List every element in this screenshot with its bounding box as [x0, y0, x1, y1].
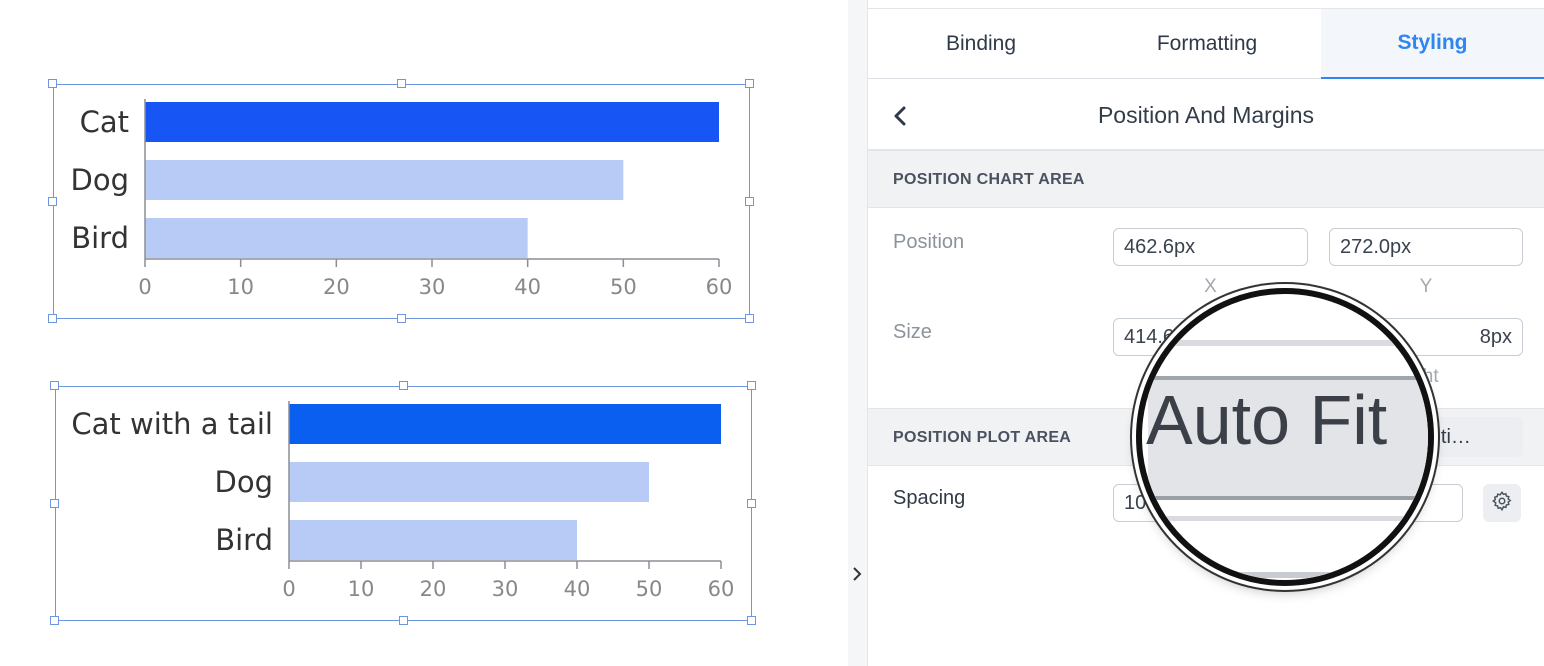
bar-dog[interactable]	[289, 462, 649, 502]
spacing-settings-button[interactable]	[1483, 484, 1521, 522]
panel-header: Position And Margins	[868, 80, 1544, 150]
category-label: Bird	[71, 221, 129, 255]
category-label: Dog	[215, 465, 273, 499]
x-tick-label: 30	[419, 275, 446, 299]
auto-fit-button-zoomed	[1148, 376, 1428, 500]
resize-handle[interactable]	[48, 196, 57, 206]
chevron-left-icon[interactable]	[886, 102, 914, 130]
tab-formatting[interactable]: Formatting	[1094, 9, 1320, 79]
auto-fit-label: Auto Fit	[1146, 381, 1388, 459]
magnifier-band	[1142, 340, 1428, 346]
bar-bird[interactable]	[289, 520, 577, 560]
magnifier-band	[1182, 572, 1422, 578]
resize-handle[interactable]	[747, 381, 756, 390]
x-tick-label: 0	[138, 275, 151, 299]
chevron-right-icon[interactable]	[852, 566, 862, 587]
section-title: POSITION PLOT AREA	[893, 429, 1072, 446]
x-tick-label: 50	[636, 577, 663, 601]
magnifier-overlay: Auto Fit	[1136, 288, 1434, 586]
x-tick-label: 10	[227, 275, 254, 299]
resize-handle[interactable]	[48, 314, 57, 323]
resize-handle[interactable]	[747, 616, 756, 625]
section-title: POSITION CHART AREA	[893, 171, 1085, 188]
position-x-input[interactable]: 462.6px	[1113, 228, 1308, 266]
category-label: Dog	[71, 163, 129, 197]
spacing-label: Spacing	[893, 487, 966, 509]
tab-label: Binding	[945, 32, 1017, 55]
x-tick-label: 20	[323, 275, 350, 299]
tab-label: Formatting	[1156, 32, 1258, 55]
panel-divider	[848, 0, 868, 666]
category-label: Bird	[215, 523, 273, 557]
x-tick-label: 30	[492, 577, 519, 601]
size-label: Size	[893, 321, 932, 343]
resize-handle[interactable]	[745, 196, 754, 206]
x-tick-label: 40	[564, 577, 591, 601]
tab-styling[interactable]: Styling	[1321, 9, 1544, 79]
bar-chart-1: Cat Dog Bird 0 10 20 30 40 50 60	[71, 99, 733, 299]
tab-bar: Binding Formatting Styling	[868, 9, 1544, 79]
bar-cat[interactable]	[145, 102, 719, 142]
chart-widget-2[interactable]: Cat with a tail Dog Bird 0 10 20 30 40 50 60	[50, 381, 756, 625]
position-y-input[interactable]: 272.0px	[1329, 228, 1523, 266]
category-label: Cat	[80, 105, 129, 139]
x-tick-label: 10	[348, 577, 375, 601]
resize-handle[interactable]	[747, 498, 756, 508]
x-tick-label: 20	[420, 577, 447, 601]
position-label: Position	[893, 231, 965, 253]
x-tick-label: 40	[514, 275, 541, 299]
resize-handle[interactable]	[50, 498, 59, 508]
category-label: Cat with a tail	[71, 407, 273, 441]
tab-label: Styling	[1397, 31, 1468, 54]
resize-handle[interactable]	[745, 79, 754, 88]
resize-handle[interactable]	[745, 314, 754, 323]
resize-handle[interactable]	[50, 616, 59, 625]
resize-handle[interactable]	[48, 79, 57, 88]
x-sublabel: X	[1204, 276, 1217, 297]
x-tick-label: 50	[610, 275, 637, 299]
panel-title: Position And Margins	[1097, 102, 1315, 128]
report-canvas: Cat Dog Bird 0 10 20 30 40 50 60 Cat with a tail D…	[48, 79, 756, 625]
tab-binding[interactable]: Binding	[868, 9, 1094, 79]
x-tick-label: 60	[708, 577, 735, 601]
panel-top-border	[868, 8, 1544, 9]
magnifier-band	[1142, 516, 1428, 521]
x-tick-label: 0	[282, 577, 295, 601]
gear-icon	[1491, 490, 1513, 517]
resize-handle[interactable]	[398, 616, 408, 625]
resize-handle[interactable]	[398, 381, 408, 390]
resize-handle[interactable]	[396, 314, 406, 323]
bar-dog[interactable]	[145, 160, 624, 200]
bar-cat-with-a-tail[interactable]	[289, 404, 721, 444]
bar-chart-2: Cat with a tail Dog Bird 0 10 20 30 40 50 60	[71, 401, 735, 601]
x-tick-label: 60	[706, 275, 733, 299]
y-sublabel: Y	[1419, 276, 1433, 297]
chart-widget-1[interactable]: Cat Dog Bird 0 10 20 30 40 50 60	[48, 79, 754, 323]
bar-bird[interactable]	[145, 218, 528, 258]
magnifier-content: Auto Fit	[1142, 294, 1428, 580]
resize-handle[interactable]	[396, 79, 406, 88]
section-position-chart-area: POSITION CHART AREA	[868, 150, 1544, 208]
resize-handle[interactable]	[50, 381, 59, 390]
